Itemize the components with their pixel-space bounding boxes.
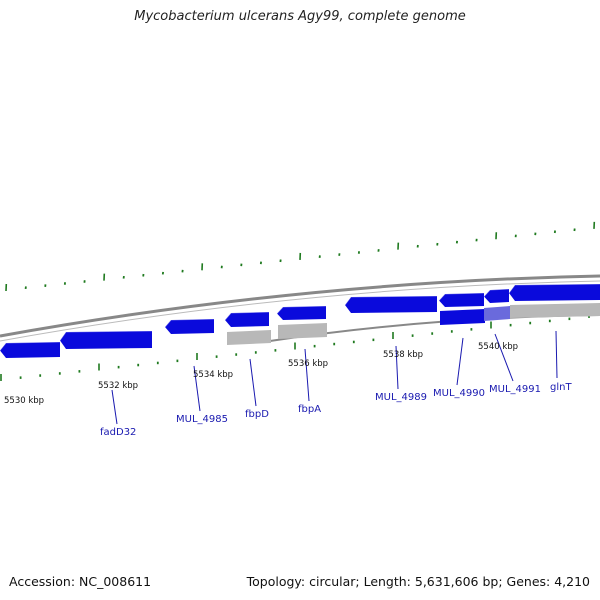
pseudo-glnT[interactable] xyxy=(510,303,600,318)
gene-label-mul-4991[interactable]: MUL_4991 xyxy=(489,384,541,395)
inner-ticks xyxy=(0,311,590,381)
gene-label-mul-4989[interactable]: MUL_4989 xyxy=(375,392,427,403)
pseudo-fbpD[interactable] xyxy=(227,330,271,345)
pseudo-fbpA[interactable] xyxy=(278,323,327,339)
outer-ticks xyxy=(5,221,596,292)
gene-glnT-upper[interactable] xyxy=(509,284,600,301)
gene-fbpD-highlight xyxy=(224,311,270,321)
gene-fadD32-highlight xyxy=(59,330,153,341)
gene-fbpA[interactable] xyxy=(277,306,326,320)
map-title: Mycobacterium ulcerans Agy99, complete g… xyxy=(134,9,466,24)
gene-label-fbpA[interactable]: fbpA xyxy=(298,404,321,415)
gene-label-fbpD[interactable]: fbpD xyxy=(245,409,269,420)
gene-mul-4991-upper[interactable] xyxy=(484,289,509,303)
scale-label: 5538 kbp xyxy=(383,350,423,360)
gene-fbpA-highlight xyxy=(276,305,327,314)
scale-label: 5536 kbp xyxy=(288,359,328,369)
gene-mul-4990-lower[interactable] xyxy=(440,309,485,325)
gene-fbpD[interactable] xyxy=(225,312,269,327)
scale-label: 5540 kbp xyxy=(478,342,518,352)
leader-line xyxy=(249,358,257,407)
gene-fadD32[interactable] xyxy=(60,331,152,349)
gene-label-fadD32[interactable]: fadD32 xyxy=(100,427,136,438)
gene-mul-4985[interactable] xyxy=(165,319,214,334)
accession-text: Accession: NC_008611 xyxy=(9,574,152,589)
leader-line xyxy=(555,330,558,379)
gene-mul-4991-lower[interactable] xyxy=(484,306,510,321)
gene-glnT-upper-highlight xyxy=(508,283,600,294)
topology-text: Topology: circular; Length: 5,631,606 bp… xyxy=(246,574,590,589)
gene-fadD32-part[interactable] xyxy=(0,342,60,358)
gene-mul-4989[interactable] xyxy=(345,296,437,313)
scale-label: 5532 kbp xyxy=(98,381,138,391)
gene-label-glnT[interactable]: glnT xyxy=(550,382,572,393)
gene-mul-4990-upper-highlight xyxy=(438,292,485,301)
gene-mul-4990-upper[interactable] xyxy=(439,293,484,307)
leader-line xyxy=(456,337,464,386)
gene-mul-4989-highlight xyxy=(344,295,438,306)
label-leader-lines xyxy=(111,330,558,425)
leader-line xyxy=(304,348,310,402)
gene-mul-4991-upper-highlight xyxy=(483,288,510,297)
gene-features xyxy=(0,283,600,358)
leader-line xyxy=(494,333,514,382)
scale-label: 5530 kbp xyxy=(4,396,44,406)
gene-label-mul-4985[interactable]: MUL_4985 xyxy=(176,414,228,425)
gene-fadD32-part-highlight xyxy=(0,341,61,351)
leader-line xyxy=(395,345,399,390)
leader-line xyxy=(111,389,118,425)
backbone-outer xyxy=(0,274,600,338)
leader-line xyxy=(193,365,201,412)
gene-label-mul-4990[interactable]: MUL_4990 xyxy=(433,388,485,399)
gene-mul-4985-highlight xyxy=(164,318,215,328)
backbone-inner xyxy=(0,280,600,342)
scale-label: 5534 kbp xyxy=(193,370,233,380)
